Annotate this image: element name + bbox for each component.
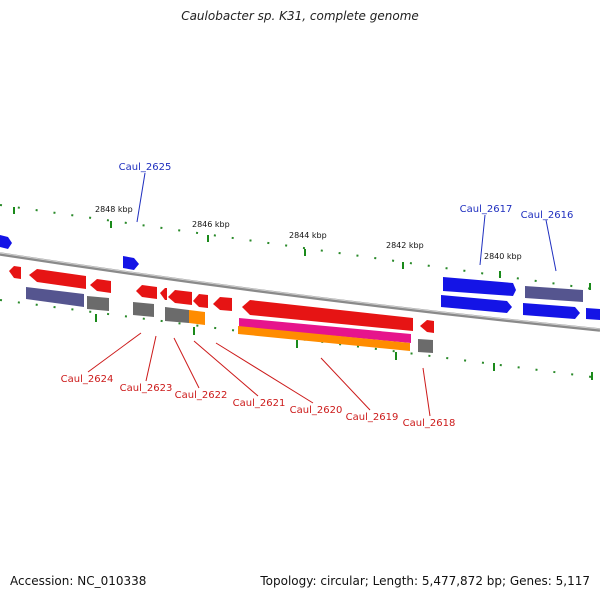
leader-caul-2625 <box>136 172 146 223</box>
leader-caul-2624 <box>87 332 142 373</box>
gene-caul-2616[interactable] <box>525 286 583 302</box>
gene-caul-2624[interactable] <box>29 269 86 289</box>
genome-summary-text: Topology: circular; Length: 5,477,872 bp… <box>260 574 590 588</box>
outer-tick-track <box>0 204 600 291</box>
leader-caul-2619 <box>320 357 371 411</box>
gene-caul-2623[interactable] <box>136 285 157 299</box>
scale-label-2842: 2842 kbp <box>386 241 424 250</box>
label-caul-2620[interactable]: Caul_2620 <box>290 405 343 416</box>
reverse-strand-genes <box>9 266 434 353</box>
label-caul-2618[interactable]: Caul_2618 <box>403 418 456 429</box>
reverse-feature-orange-1 <box>189 310 205 325</box>
leader-caul-2618 <box>422 367 431 417</box>
reverse-feature-gray-1 <box>87 296 109 311</box>
inner-tick-track <box>0 299 600 380</box>
gene-caul-2619[interactable] <box>242 300 413 331</box>
gene-caul-2617[interactable] <box>443 277 516 296</box>
label-caul-2621[interactable]: Caul_2621 <box>233 398 286 409</box>
label-caul-2617[interactable]: Caul_2617 <box>460 204 513 215</box>
reverse-feature-magenta <box>239 318 411 343</box>
label-caul-2624[interactable]: Caul_2624 <box>61 374 114 385</box>
gene-caul-2620[interactable] <box>213 297 232 311</box>
forward-strand-genes <box>0 235 600 320</box>
forward-gene-arrow[interactable] <box>0 235 12 249</box>
gene-caul-2622[interactable] <box>160 288 167 300</box>
reverse-feature-red <box>193 294 208 308</box>
forward-gene-labels: Caul_2625 Caul_2617 Caul_2616 <box>119 162 574 221</box>
scale-label-2844: 2844 kbp <box>289 231 327 240</box>
gene-caul-2618[interactable] <box>420 320 434 333</box>
leader-caul-2621 <box>193 340 259 397</box>
leader-lines <box>87 172 557 417</box>
reverse-feature-gray-3 <box>165 307 189 323</box>
label-caul-2616[interactable]: Caul_2616 <box>521 210 574 221</box>
map-title: Caulobacter sp. K31, complete genome <box>181 9 419 23</box>
label-caul-2619[interactable]: Caul_2619 <box>346 412 399 423</box>
reverse-feature-slate <box>26 287 84 307</box>
genome-backbone-highlight <box>0 252 600 330</box>
genome-backbone <box>0 252 600 332</box>
reverse-feature-1 <box>90 279 111 293</box>
label-caul-2625[interactable]: Caul_2625 <box>119 162 172 173</box>
reverse-feature-gray-2 <box>133 302 154 317</box>
inner-tick-dots <box>0 299 600 379</box>
reverse-feature-orange-2 <box>238 326 410 351</box>
leader-caul-2617 <box>479 214 486 266</box>
forward-feature-1 <box>441 295 512 313</box>
leader-caul-2623 <box>145 335 157 382</box>
forward-gene-edge <box>586 308 600 320</box>
forward-feature-2 <box>523 303 580 319</box>
leader-caul-2620 <box>215 342 314 404</box>
leader-caul-2616 <box>545 219 557 272</box>
label-caul-2622[interactable]: Caul_2622 <box>175 390 228 401</box>
scale-labels: 2848 kbp 2846 kbp 2844 kbp 2842 kbp 2840… <box>95 205 522 261</box>
scale-label-2846: 2846 kbp <box>192 220 230 229</box>
gene-caul-2625[interactable] <box>123 256 139 270</box>
accession-text: Accession: NC_010338 <box>10 574 147 588</box>
outer-tick-dots <box>0 204 600 291</box>
scale-label-2848: 2848 kbp <box>95 205 133 214</box>
reverse-gene-labels: Caul_2624 Caul_2623 Caul_2622 Caul_2621 … <box>61 374 456 429</box>
gene-caul-2621[interactable] <box>168 290 192 305</box>
label-caul-2623[interactable]: Caul_2623 <box>120 383 173 394</box>
reverse-gene-arrow <box>9 266 21 279</box>
scale-label-2840: 2840 kbp <box>484 252 522 261</box>
reverse-feature-gray-4 <box>418 339 433 353</box>
leader-caul-2622 <box>173 337 200 389</box>
